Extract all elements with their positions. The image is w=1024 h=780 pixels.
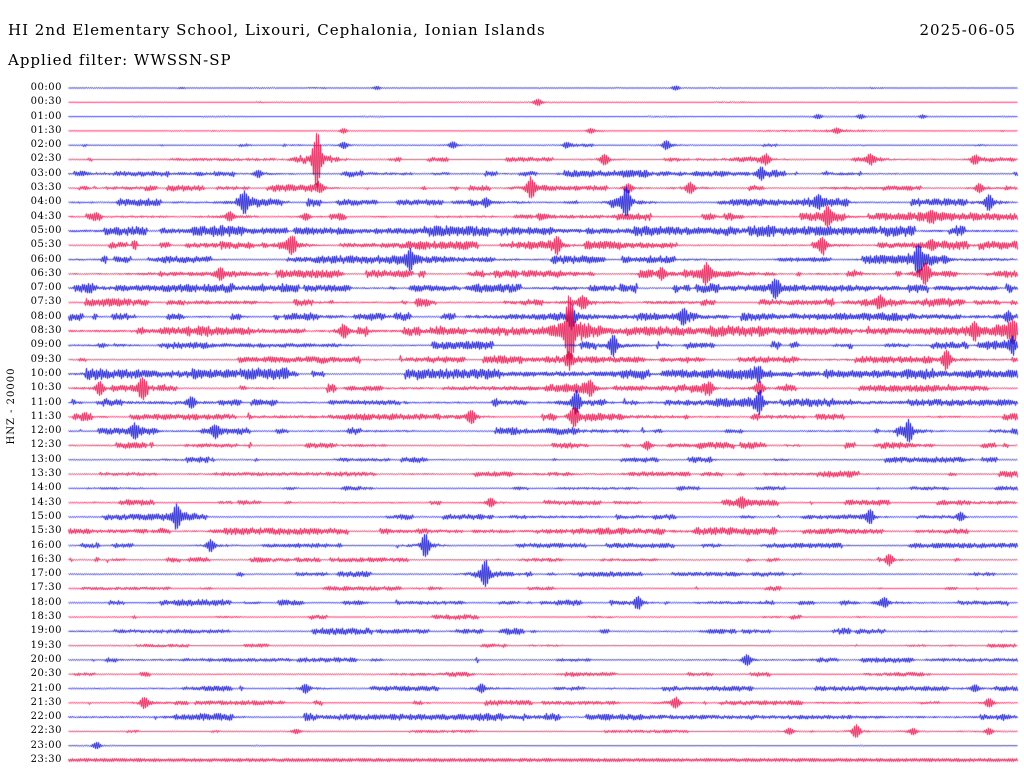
trace-time-label: 09:30 bbox=[30, 353, 62, 365]
trace-time-label: 10:30 bbox=[30, 382, 62, 394]
trace-time-label: 12:30 bbox=[30, 439, 62, 451]
trace-time-label: 11:30 bbox=[30, 410, 62, 422]
trace-time-label: 16:00 bbox=[30, 539, 62, 551]
trace-time-label: 07:00 bbox=[30, 282, 62, 294]
time-axis-labels: 00:00 00:30 01:00 01:30 02:00 02:30 03:00 03:30… bbox=[0, 0, 62, 780]
trace-time-label: 21:30 bbox=[30, 696, 62, 708]
trace-time-label: 19:30 bbox=[30, 639, 62, 651]
trace-time-label: 22:30 bbox=[30, 725, 62, 737]
filter-label: Applied filter: WWSSN-SP bbox=[8, 51, 232, 69]
trace-time-label: 05:30 bbox=[30, 239, 62, 251]
trace-time-label: 15:30 bbox=[30, 525, 62, 537]
trace-time-label: 23:00 bbox=[30, 739, 62, 751]
trace-time-label: 18:00 bbox=[30, 596, 62, 608]
trace-time-label: 00:00 bbox=[30, 82, 62, 93]
trace-time-label: 00:30 bbox=[30, 96, 62, 108]
trace-time-label: 03:00 bbox=[30, 167, 62, 179]
trace-time-label: 11:00 bbox=[30, 396, 62, 408]
trace-time-label: 20:00 bbox=[30, 653, 62, 665]
trace-time-label: 06:00 bbox=[30, 253, 62, 265]
trace-time-label: 08:00 bbox=[30, 310, 62, 322]
trace-time-label: 18:30 bbox=[30, 611, 62, 623]
date-label: 2025-06-05 bbox=[919, 21, 1016, 39]
trace-time-label: 16:30 bbox=[30, 553, 62, 565]
trace-time-label: 13:00 bbox=[30, 453, 62, 465]
trace-time-label: 01:30 bbox=[30, 124, 62, 136]
trace-time-label: 02:30 bbox=[30, 153, 62, 165]
trace-time-label: 13:30 bbox=[30, 468, 62, 480]
trace-time-label: 17:30 bbox=[30, 582, 62, 594]
trace-time-label: 10:00 bbox=[30, 367, 62, 379]
trace-time-label: 22:00 bbox=[30, 711, 62, 723]
trace-time-label: 20:30 bbox=[30, 668, 62, 680]
trace-time-label: 05:00 bbox=[30, 224, 62, 236]
trace-time-label: 07:30 bbox=[30, 296, 62, 308]
trace-time-label: 08:30 bbox=[30, 325, 62, 337]
trace-time-label: 09:00 bbox=[30, 339, 62, 351]
trace-time-label: 14:30 bbox=[30, 496, 62, 508]
trace-time-label: 06:30 bbox=[30, 267, 62, 279]
trace-time-label: 19:00 bbox=[30, 625, 62, 637]
trace-time-label: 01:00 bbox=[30, 110, 62, 122]
trace-time-label: 21:00 bbox=[30, 682, 62, 694]
trace-time-label: 14:00 bbox=[30, 482, 62, 494]
station-title: HI 2nd Elementary School, Lixouri, Cepha… bbox=[8, 21, 546, 39]
trace-time-label: 04:30 bbox=[30, 210, 62, 222]
trace-time-label: 17:00 bbox=[30, 568, 62, 580]
trace-time-label: 23:30 bbox=[30, 754, 62, 765]
trace-time-label: 15:00 bbox=[30, 510, 62, 522]
trace-time-label: 03:30 bbox=[30, 182, 62, 194]
trace-time-label: 12:00 bbox=[30, 425, 62, 437]
trace-time-label: 02:00 bbox=[30, 139, 62, 151]
trace-time-label: 04:00 bbox=[30, 196, 62, 208]
